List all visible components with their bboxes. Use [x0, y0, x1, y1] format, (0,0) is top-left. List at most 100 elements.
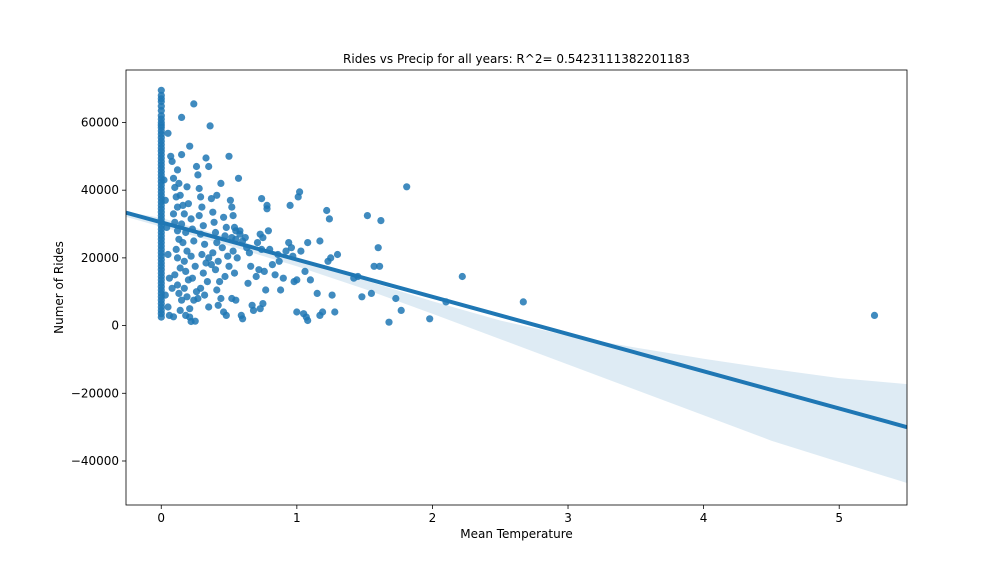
- data-point: [169, 313, 178, 321]
- data-point: [313, 289, 321, 297]
- data-point: [199, 269, 207, 277]
- data-point: [297, 247, 305, 255]
- data-point: [358, 293, 366, 301]
- data-point: [217, 179, 225, 187]
- data-point: [293, 276, 301, 284]
- data-point: [282, 247, 290, 255]
- data-point: [377, 217, 385, 225]
- data-point: [178, 151, 186, 159]
- data-point: [217, 294, 225, 303]
- data-point: [327, 254, 335, 262]
- data-point: [205, 162, 213, 171]
- data-point: [374, 244, 382, 252]
- data-point: [173, 254, 182, 262]
- data-point: [213, 239, 221, 247]
- data-point: [179, 201, 187, 209]
- data-point: [519, 298, 527, 306]
- data-point: [376, 262, 384, 270]
- data-point: [188, 274, 196, 282]
- data-point: [323, 206, 331, 215]
- data-point: [164, 250, 172, 259]
- data-point: [209, 249, 217, 257]
- y-tick-label: 40000: [81, 183, 119, 197]
- data-point: [211, 228, 220, 237]
- data-point: [247, 262, 255, 270]
- data-point: [168, 157, 176, 165]
- data-point: [264, 227, 272, 235]
- data-point: [195, 212, 203, 220]
- data-point: [275, 257, 283, 265]
- data-point: [239, 315, 247, 323]
- data-point: [176, 264, 184, 272]
- data-point: [255, 266, 263, 274]
- data-point: [367, 289, 375, 297]
- data-point: [214, 257, 222, 265]
- data-point: [224, 252, 232, 260]
- data-point: [203, 278, 211, 286]
- data-point: [306, 276, 314, 284]
- data-point: [268, 261, 276, 269]
- x-tick-label: 5: [835, 511, 843, 525]
- data-point: [218, 244, 226, 252]
- data-point: [172, 245, 180, 253]
- data-point: [232, 296, 240, 304]
- data-points: [157, 86, 879, 326]
- x-tick-label: 0: [157, 511, 165, 525]
- y-tick-label: −20000: [71, 386, 119, 400]
- confidence-band: [126, 211, 907, 484]
- y-tick-label: −40000: [71, 454, 119, 468]
- data-point: [164, 303, 172, 311]
- x-axis-label: Mean Temperature: [460, 527, 573, 541]
- data-point: [165, 274, 173, 282]
- plot-frame: [125, 69, 908, 506]
- data-point: [279, 274, 287, 282]
- y-axis-ticks: −40000 −20000 0 20000 40000 60000: [71, 115, 126, 468]
- data-point: [183, 293, 191, 301]
- data-point: [190, 237, 198, 245]
- data-point: [161, 291, 169, 299]
- data-point: [186, 313, 194, 321]
- y-axis-label: Numer of Rides: [52, 241, 66, 334]
- data-point: [370, 262, 378, 270]
- data-point: [426, 315, 434, 323]
- data-point: [206, 122, 214, 130]
- data-point: [183, 183, 191, 191]
- data-point: [179, 239, 187, 247]
- data-point: [249, 306, 258, 314]
- data-point: [205, 254, 213, 262]
- data-point: [180, 210, 188, 218]
- data-point: [157, 86, 165, 94]
- data-point: [182, 267, 190, 275]
- data-point: [180, 284, 188, 292]
- data-point: [176, 306, 184, 314]
- data-point: [258, 195, 266, 203]
- data-point: [226, 196, 234, 204]
- data-point: [175, 179, 183, 187]
- data-point: [316, 237, 324, 245]
- data-point: [157, 313, 165, 321]
- data-point: [190, 100, 198, 108]
- data-point: [209, 208, 217, 216]
- data-point: [287, 244, 295, 252]
- data-point: [205, 303, 213, 311]
- data-point: [186, 142, 194, 150]
- data-point: [173, 203, 182, 211]
- x-tick-label: 1: [293, 511, 301, 525]
- data-point: [191, 317, 199, 325]
- data-point: [221, 272, 229, 281]
- data-point: [187, 215, 195, 223]
- data-point: [198, 250, 206, 259]
- data-point: [207, 195, 215, 203]
- data-point: [222, 223, 230, 231]
- data-point: [262, 286, 270, 294]
- x-tick-label: 3: [564, 511, 572, 525]
- data-point: [175, 289, 183, 297]
- data-point: [187, 252, 195, 260]
- data-point: [180, 257, 188, 265]
- data-point: [197, 284, 205, 292]
- data-point: [222, 311, 230, 319]
- data-point: [199, 222, 207, 230]
- data-point: [870, 311, 879, 319]
- chart-title: Rides vs Precip for all years: R^2= 0.54…: [343, 52, 690, 66]
- data-point: [397, 306, 405, 314]
